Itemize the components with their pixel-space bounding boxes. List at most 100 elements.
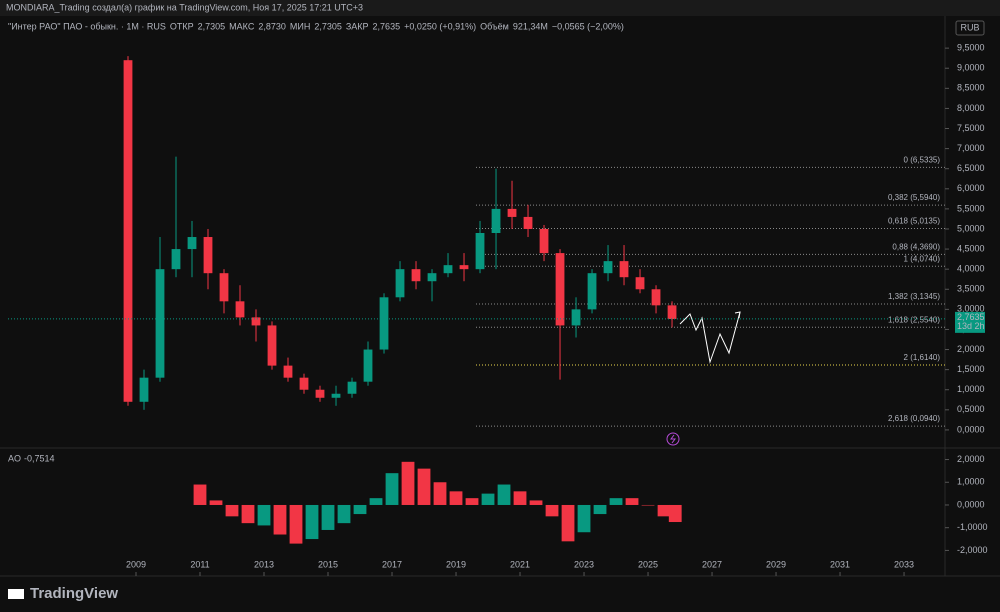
ao-bar [449,491,463,505]
fib-label: 1 (4,0740) [904,254,941,263]
candle-body [427,273,437,282]
x-tick-label: 2021 [510,559,530,569]
candle-body [587,273,597,310]
y-tick-label: 1,0000 [957,384,985,394]
y-tick-label: 5,5000 [957,203,985,213]
candle-body [555,253,565,326]
ao-bar [465,498,479,505]
volume: 921,34M [513,21,548,31]
ao-bar [481,493,495,505]
candle-body [539,228,549,254]
volume-change: −0,0565 (−2,00%) [552,21,624,31]
y-tick-label: 2,0000 [957,454,985,464]
candle-body [571,309,581,326]
event-icon[interactable] [666,432,680,446]
fib-label: 0,618 (5,0135) [888,217,940,226]
ao-bar [257,504,271,526]
ao-bar [273,504,287,535]
x-tick-label: 2017 [382,559,402,569]
candle-body [139,377,149,402]
candle-body [459,265,469,270]
x-tick-label: 2013 [254,559,274,569]
ao-bar [668,504,682,523]
y-tick-label: 7,5000 [957,123,985,133]
ao-bar [321,504,335,530]
currency[interactable]: RUB [960,22,979,32]
x-tick-label: 2027 [702,559,722,569]
y-tick-label: 6,5000 [957,163,985,173]
y-tick-label: 9,5000 [957,43,985,53]
x-tick-label: 2009 [126,559,146,569]
candle-body [363,349,373,382]
y-tick-label: 5,0000 [957,223,985,233]
attribution: MONDIARA_Trading создал(а) график на Tra… [6,2,363,12]
ao-bar [369,498,383,505]
ohlc-name: МИН [290,21,310,31]
projection-drawing [679,311,741,364]
top-bar [0,0,1000,16]
x-tick-label: 2019 [446,559,466,569]
candle-body [651,289,661,306]
ao-bar [289,504,303,544]
candle-body [187,237,197,250]
indicator-value: -0,7514 [24,453,55,463]
ohlc-name: ЗАКР [346,21,369,31]
candle-body [619,261,629,278]
candle-body [219,273,229,302]
candle-body [507,208,517,217]
fib-label: 2,618 (0,0940) [888,414,940,423]
x-tick-label: 2025 [638,559,658,569]
fib-label: 1,382 (3,1345) [888,292,940,301]
y-tick-label: -1,0000 [957,522,988,532]
candle-body [379,297,389,350]
currency-button[interactable] [955,20,985,36]
ohlc-value: 2,7305 [198,21,226,31]
candle-body [203,237,213,274]
candle-body [267,325,277,366]
ao-bar [337,504,351,524]
y-tick-label: 2,0000 [957,344,985,354]
volume-name: Объём [480,21,509,31]
ao-bar [305,504,319,540]
ao-bar [641,504,655,506]
candle-body [347,381,357,394]
candle-body [395,269,405,298]
candle-body [635,277,645,290]
candle-body [667,305,677,319]
y-tick-label: -2,0000 [957,545,988,555]
y-tick-label: 8,5000 [957,83,985,93]
y-tick-label: 7,0000 [957,143,985,153]
ao-bar [545,504,559,517]
candle-body [475,233,485,270]
countdown: 13d 2h [957,321,985,331]
y-tick-label: 0,0000 [957,499,985,509]
x-tick-label: 2023 [574,559,594,569]
ohlc-name: МАКС [229,21,255,31]
ao-bar [657,504,671,517]
ao-bar [593,504,607,515]
ao-bar [433,482,447,505]
fib-label: 0,88 (4,3690) [892,242,940,251]
event-icon-bolt [670,434,676,444]
candle-body [251,317,261,326]
ao-bar [609,498,623,505]
candle-body [411,269,421,282]
y-tick-label: 3,5000 [957,284,985,294]
ao-bar [529,500,543,505]
ao-bar [417,468,431,505]
y-tick-label: 8,0000 [957,103,985,113]
ao-bar [353,504,367,515]
change: +0,0250 (+0,91%) [404,21,476,31]
ao-bar [577,504,591,533]
y-tick-label: 1,0000 [957,477,985,487]
indicator-name: AO [8,453,21,463]
candle-body [283,365,293,378]
fib-label: 2 (1,6140) [904,353,941,362]
y-tick-label: 4,0000 [957,264,985,274]
ohlc-value: 2,7635 [373,21,401,31]
ao-bar [497,484,511,505]
brand-logo [8,589,24,599]
ao-bar [225,504,239,517]
x-tick-label: 2011 [190,559,209,569]
